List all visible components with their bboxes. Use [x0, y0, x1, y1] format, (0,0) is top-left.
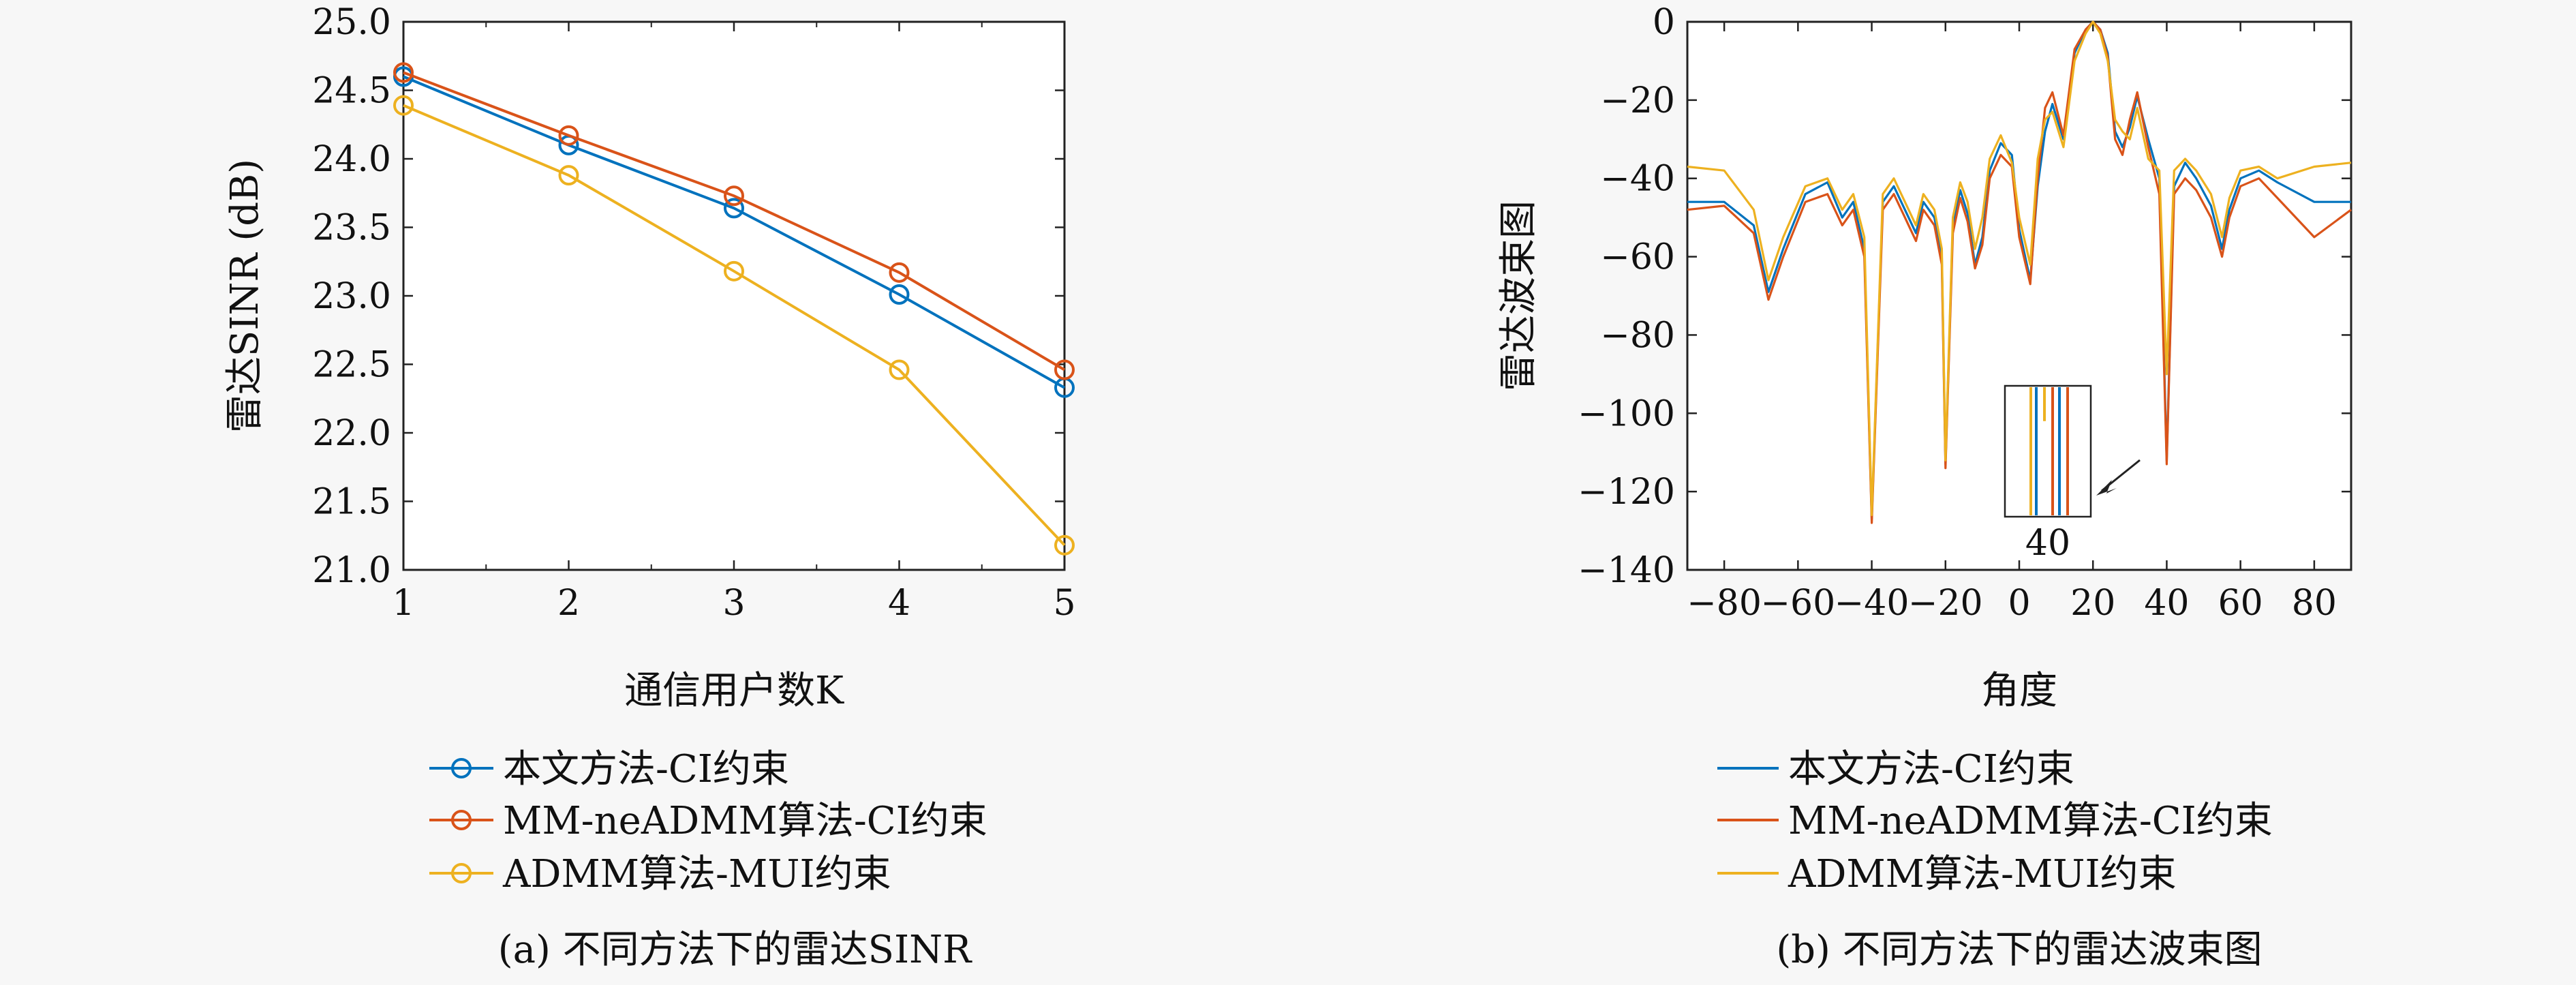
panel-b-y-tick-label: −100	[1578, 393, 1675, 434]
panel-a-y-tick-label: 24.5	[312, 71, 391, 112]
panel-a-data-point	[889, 359, 910, 380]
panel-b-y-tick-label: −80	[1600, 315, 1675, 356]
panel-b-x-tick-label: 40	[2144, 583, 2189, 624]
panel-b-y-tick-label: −40	[1600, 159, 1675, 200]
panel-b-beampattern-chart: 40 −80−60−40−20 0 20 40 60 80−140−120−100−80−…	[1497, 2, 2352, 972]
panel-a-data-point	[558, 165, 579, 186]
panel-b-y-tick-label: −60	[1600, 237, 1675, 278]
panel-a-data-point	[1054, 359, 1075, 380]
panel-b-inset-box	[2004, 384, 2092, 518]
panel-b-x-tick-label: −40	[1835, 583, 1910, 624]
panel-a-data-point	[889, 262, 910, 283]
panel-a-y-tick-label: 22.0	[312, 413, 391, 454]
panel-b-legend-label: ADMM算法-MUI约束	[1788, 852, 2177, 896]
panel-b-y-tick-label: −140	[1578, 550, 1675, 591]
panel-a-data-point	[889, 284, 910, 305]
panel-b-inset-label: 40	[2025, 523, 2070, 564]
panel-b-y-tick-label: −20	[1600, 80, 1675, 121]
panel-a-data-point	[558, 125, 579, 146]
panel-a-legend-label: ADMM算法-MUI约束	[502, 852, 891, 896]
panel-b-x-tick-label: −80	[1687, 583, 1762, 624]
panel-a-data-point	[724, 185, 744, 207]
panel-b-y-axis-label: 雷达波束图	[1497, 200, 1541, 391]
panel-a-y-tick-label: 22.5	[312, 345, 391, 386]
panel-a-series-group	[393, 62, 1075, 556]
panel-a-ticks	[402, 20, 1066, 571]
panel-b-x-tick-label: 80	[2292, 583, 2337, 624]
panel-a-x-tick-label: 1	[392, 583, 414, 624]
panel-a-x-tick-label: 3	[722, 583, 745, 624]
panel-a-plot-frame	[402, 20, 1066, 571]
panel-b-y-tick-label: −120	[1578, 472, 1675, 513]
panel-a-legend-marker	[451, 758, 472, 778]
panel-a-legend-label: 本文方法-CI约束	[503, 747, 789, 791]
panel-a-sinr-chart: 1 2 3 4 5 21.0 21.5 22.0 22.5 23.0 23.5 24.0 24.5 25.…	[223, 2, 1076, 972]
panel-b-caption: (b) 不同方法下的雷达波束图	[1776, 928, 2262, 972]
panel-a-series-line-3	[403, 104, 1066, 547]
panel-b-x-tick-label: 20	[2070, 583, 2115, 624]
panel-a-x-tick-label: 2	[557, 583, 580, 624]
panel-a-caption: (a) 不同方法下的雷达SINR	[498, 928, 972, 972]
panel-a-x-tick-label: 4	[888, 583, 910, 624]
panel-b-x-axis-label: 角度	[1981, 669, 2057, 713]
panel-a-legend-marker	[451, 810, 472, 830]
panel-a-y-tick-label: 24.0	[312, 139, 391, 180]
panel-a-y-tick-label: 23.0	[312, 276, 391, 317]
panel-a-data-point	[724, 198, 744, 219]
panel-a-data-point	[1054, 534, 1075, 556]
panel-a-y-tick-label: 21.5	[312, 482, 391, 523]
panel-b-legend-label: MM-neADMM算法-CI约束	[1788, 799, 2273, 843]
panel-a-data-point	[393, 62, 414, 83]
panel-a-x-axis-label: 通信用户数K	[624, 669, 844, 713]
panel-b-tick-labels: −80−60−40−20 0 20 40 60 80−140−120−100−80−60−…	[1578, 2, 2337, 624]
panel-b-series-line-3	[1687, 20, 2352, 517]
panel-b-x-tick-label: 60	[2218, 583, 2263, 624]
panel-b-x-tick-label: 0	[2008, 583, 2030, 624]
panel-a-series-line-2	[403, 71, 1066, 372]
panel-a-y-tick-label: 25.0	[312, 2, 391, 43]
panel-b-ticks	[1687, 20, 2351, 571]
panel-a-y-tick-label: 21.0	[312, 550, 391, 591]
panel-b-legend-label: 本文方法-CI约束	[1788, 747, 2074, 791]
panel-a-legend-label: MM-neADMM算法-CI约束	[503, 799, 987, 843]
panel-b-series-group	[1687, 20, 2352, 524]
panel-b-legend: 本文方法-CI约束 MM-neADMM算法-CI约束 ADMM算法-MUI约束	[1717, 747, 2273, 896]
panel-b-inset-arrow-head	[2096, 480, 2117, 496]
panel-a-x-tick-label: 5	[1053, 583, 1075, 624]
panel-a-series-line-1	[403, 75, 1065, 389]
panel-a-legend-marker	[451, 863, 472, 883]
panel-b-x-tick-label: −60	[1760, 583, 1835, 624]
panel-b-y-tick-label: 0	[1653, 2, 1675, 43]
panel-a-legend: 本文方法-CI约束 MM-neADMM算法-CI约束 ADMM算法-MUI约束	[429, 747, 987, 896]
panel-b-inset-zoom: 40	[2004, 384, 2141, 564]
panel-a-y-axis-label: 雷达SINR (dB)	[223, 159, 267, 433]
panel-a-y-tick-label: 23.5	[312, 208, 391, 249]
panel-b-x-tick-label: −20	[1908, 583, 1983, 624]
panel-a-data-point	[724, 260, 744, 282]
panel-a-data-point	[393, 95, 414, 116]
panel-a-tick-labels: 1 2 3 4 5 21.0 21.5 22.0 22.5 23.0 23.5 24.0 24.5 25.…	[312, 2, 1075, 624]
